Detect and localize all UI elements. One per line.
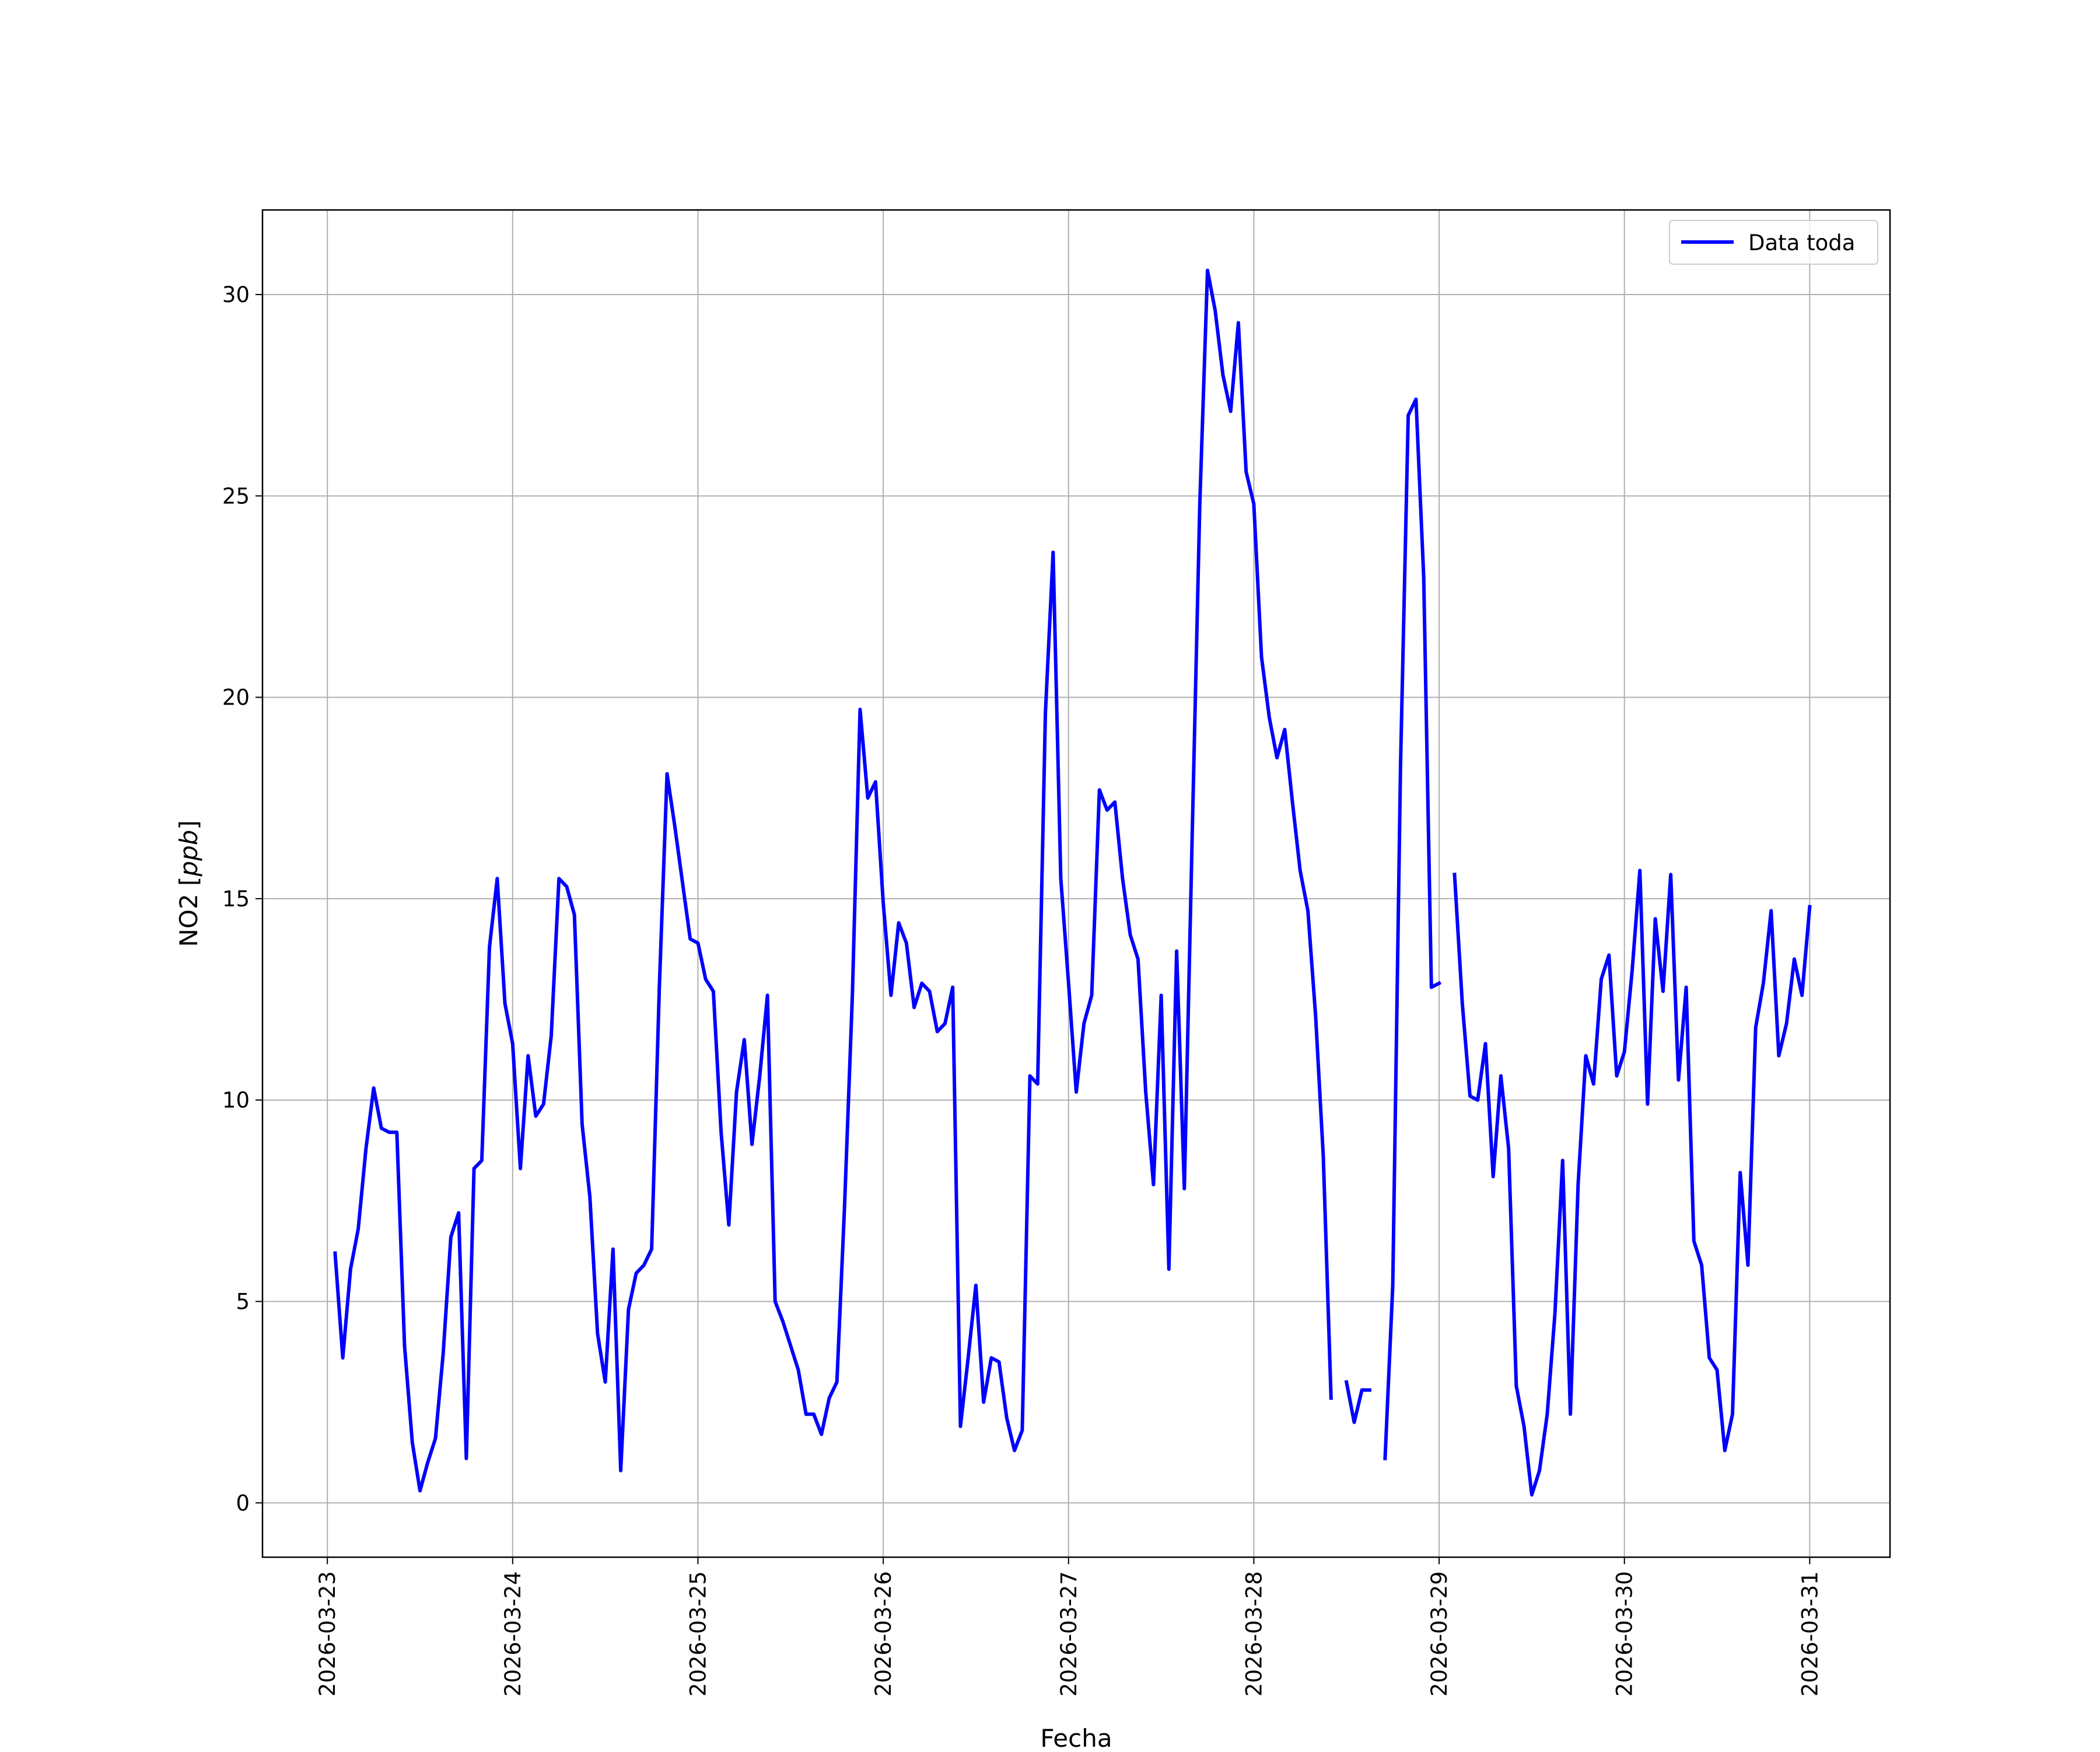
x-axis-label: Fecha bbox=[1040, 1724, 1112, 1750]
series-line-segment bbox=[1344, 1380, 1371, 1424]
legend-box bbox=[1669, 220, 1878, 265]
x-tick-label: 2026-03-24 bbox=[501, 1571, 526, 1697]
y-tick-label: 25 bbox=[222, 483, 250, 509]
x-tick-label: 2026-03-30 bbox=[1612, 1571, 1637, 1697]
y-tick-label: 5 bbox=[236, 1289, 250, 1314]
y-axis-label-suffix: ] bbox=[174, 820, 203, 829]
series-layer bbox=[333, 268, 1812, 1497]
legend: Data toda bbox=[1669, 220, 1878, 265]
series-line-segment bbox=[1383, 397, 1442, 1460]
y-tick-label: 20 bbox=[222, 685, 250, 710]
y-tick-label: 0 bbox=[236, 1491, 250, 1516]
y-tick-label: 15 bbox=[222, 886, 250, 912]
x-tick-label: 2026-03-31 bbox=[1797, 1571, 1822, 1697]
legend-label: Data toda bbox=[1748, 230, 1855, 255]
y-tick-label: 30 bbox=[222, 282, 250, 307]
y-axis-label-prefix: NO2 [ bbox=[174, 877, 203, 947]
series-line-segment bbox=[1452, 868, 1812, 1497]
y-axis-label: NO2 [ppb] bbox=[174, 820, 203, 947]
x-tick-label: 2026-03-28 bbox=[1241, 1571, 1266, 1697]
x-tick-label: 2026-03-27 bbox=[1056, 1571, 1082, 1697]
series-line-segment bbox=[333, 268, 1333, 1493]
x-tick-label: 2026-03-23 bbox=[315, 1571, 340, 1697]
x-tick-label: 2026-03-25 bbox=[685, 1571, 710, 1697]
axis-ticks: 0 5 10 15 20 25 30 2026-03-23 2026-03-24 2026-03-… bbox=[222, 282, 1822, 1697]
y-axis-label-unit: ppb bbox=[174, 830, 203, 877]
y-tick-label: 10 bbox=[222, 1088, 250, 1113]
x-tick-label: 2026-03-26 bbox=[871, 1571, 896, 1697]
x-tick-label: 2026-03-29 bbox=[1427, 1571, 1452, 1697]
plot-frame bbox=[261, 209, 1891, 1558]
